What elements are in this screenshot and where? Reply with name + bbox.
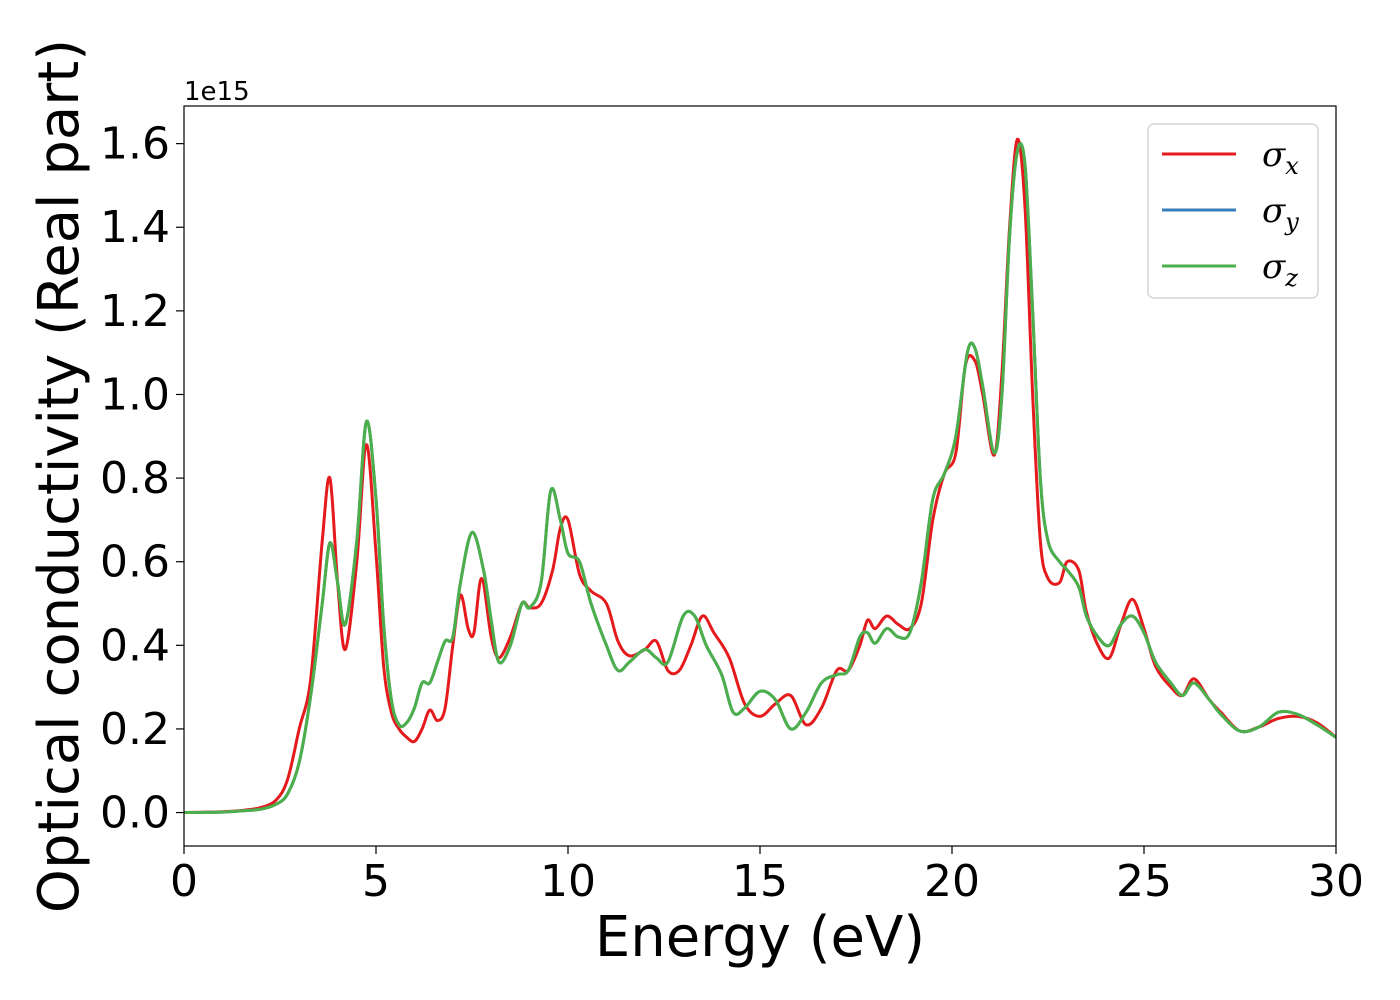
y-tick-label: 0.0 [100, 788, 170, 839]
y-tick-label: 1.0 [100, 369, 170, 420]
y-tick-label: 0.2 [100, 704, 170, 755]
y-axis: 0.0 0.2 0.4 0.6 0.8 1.0 1.2 1.4 1.6 [100, 119, 184, 839]
x-tick-label: 20 [924, 856, 980, 907]
series-line-sigma-x [184, 137, 1336, 815]
y-tick-label: 0.6 [100, 537, 170, 588]
y-tick-label: 1.6 [100, 119, 170, 170]
x-tick-label: 5 [362, 856, 390, 907]
x-tick-label: 25 [1116, 856, 1172, 907]
y-tick-label: 1.2 [100, 286, 170, 337]
y-tick-label: 1.4 [100, 202, 170, 253]
x-tick-label: 15 [732, 856, 788, 907]
x-axis: 0 5 10 15 20 25 30 [170, 846, 1364, 907]
y-tick-label: 0.4 [100, 620, 170, 671]
x-tick-label: 10 [540, 856, 596, 907]
x-axis-label: Energy (eV) [595, 905, 925, 970]
series-lines [184, 137, 1336, 815]
y-axis-label: Optical conductivity (Real part) [27, 39, 92, 913]
x-tick-label: 0 [170, 856, 198, 907]
x-tick-label: 30 [1308, 856, 1364, 907]
series-line-sigma-z [184, 142, 1336, 815]
y-offset-label: 1e15 [184, 77, 250, 107]
y-tick-label: 0.8 [100, 453, 170, 504]
